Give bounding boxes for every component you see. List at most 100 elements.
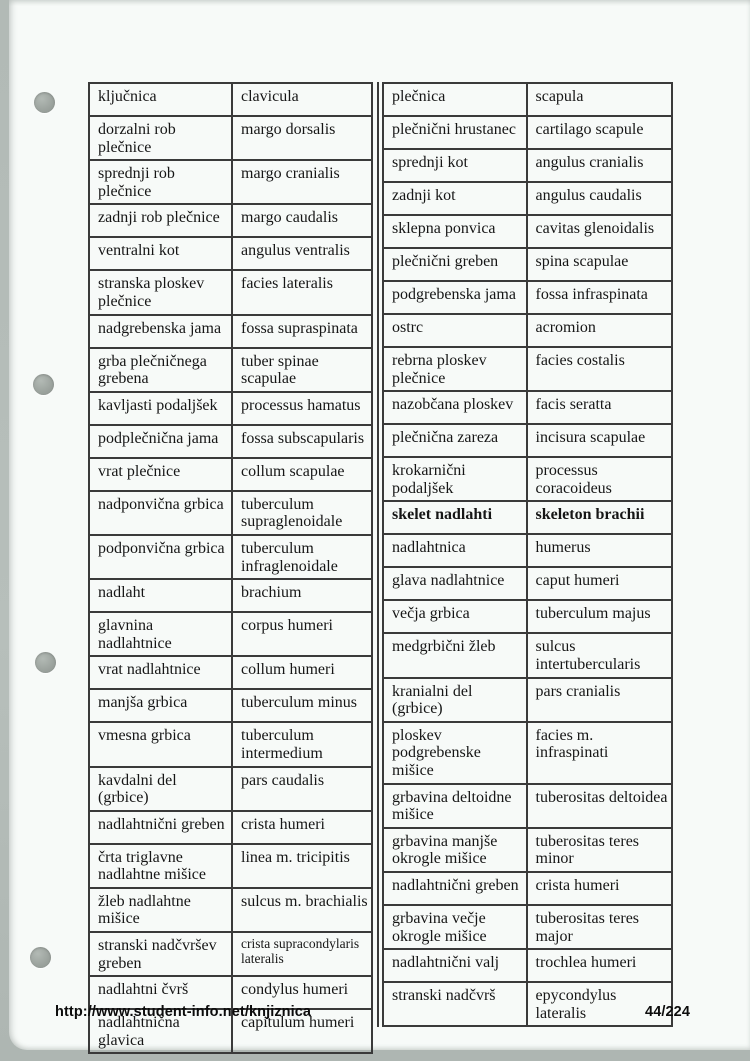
term-latin-cell: skeleton brachii: [525, 500, 673, 536]
term-slovenian-cell: vmesna grbica: [88, 721, 233, 768]
term-slovenian-cell: ključnica: [88, 82, 233, 117]
term-latin-cell: angulus cranialis: [525, 148, 673, 183]
table-row: rebrna ploskev plečnice facies costalis: [379, 345, 673, 393]
table-row: dorzalni rob plečnice margo dorsalis: [88, 114, 373, 162]
term-slovenian-cell: grbavina manjše okrogle mišice: [379, 826, 528, 873]
table-row: grbavina deltoidne mišice tuberositas del…: [379, 782, 673, 829]
term-slovenian-cell: vrat plečnice: [88, 456, 233, 492]
term-latin-cell: incisura scapulae: [525, 423, 673, 459]
term-slovenian-cell: glava nadlahtnice: [379, 566, 528, 602]
term-latin-cell: pars caudalis: [231, 765, 373, 812]
table-row: podponvična grbica tuberculum infraglenoi…: [88, 533, 373, 581]
table-row: ploskev podgrebenske mišice facies m. inf…: [379, 720, 673, 785]
table-row: grba plečničnega grebena tuber spinae sca…: [88, 346, 373, 393]
term-slovenian-cell: medgrbični žleb: [379, 632, 528, 679]
term-slovenian-cell: plečnica: [379, 82, 528, 117]
term-latin-cell: collum scapulae: [231, 456, 373, 492]
terminology-table-left: ključnica clavicula dorzalni rob plečnice m…: [88, 82, 373, 1055]
term-slovenian-cell: kavdalni del (grbice): [88, 765, 233, 812]
term-slovenian-cell: manjša grbica: [88, 688, 233, 724]
term-slovenian-cell: nadlaht: [88, 578, 233, 614]
table-row: nadlahtnični greben crista humeri: [88, 809, 373, 845]
term-latin-cell: facies m. infraspinati: [525, 720, 673, 785]
table-row: glava nadlahtnice caput humeri: [379, 566, 673, 602]
term-slovenian-cell: zadnji rob plečnice: [88, 203, 233, 239]
term-latin-cell: facies lateralis: [231, 269, 373, 316]
table-row: kavdalni del (grbice) pars caudalis: [88, 765, 373, 812]
term-latin-cell: angulus caudalis: [525, 181, 673, 216]
term-slovenian-cell: kranialni del (grbice): [379, 676, 528, 723]
table-row: nazobčana ploskev facis seratta: [379, 390, 673, 426]
term-latin-cell: tuberositas teres major: [525, 903, 673, 951]
term-latin-cell: tuberculum minus: [231, 688, 373, 724]
term-latin-cell: facies costalis: [525, 345, 673, 393]
term-latin-cell: tuberculum supraglenoidale: [231, 489, 373, 536]
term-latin-cell: angulus ventralis: [231, 236, 373, 272]
term-slovenian-cell: ploskev podgrebenske mišice: [379, 720, 528, 785]
term-latin-cell: brachium: [231, 578, 373, 614]
term-slovenian-cell: vrat nadlahtnice: [88, 655, 233, 691]
term-latin-cell: scapula: [525, 82, 673, 117]
term-slovenian-cell: rebrna ploskev plečnice: [379, 345, 528, 393]
term-latin-cell: tuberculum infraglenoidale: [231, 533, 373, 581]
term-slovenian-cell: nadlahtnični greben: [88, 809, 233, 845]
table-row: plečnična zareza incisura scapulae: [379, 423, 673, 459]
term-slovenian-cell: grba plečničnega grebena: [88, 346, 233, 393]
term-slovenian-cell: plečnična zareza: [379, 423, 528, 459]
table-row: vrat nadlahtnice collum humeri: [88, 655, 373, 691]
hole-punch: [34, 92, 55, 113]
table-row: kranialni del (grbice) pars cranialis: [379, 676, 673, 723]
term-latin-cell: tuberculum majus: [525, 599, 673, 635]
table-row: medgrbični žleb sulcus intertubercularis: [379, 632, 673, 679]
term-latin-cell: humerus: [525, 533, 673, 569]
table-row: podgrebenska jama fossa infraspinata: [379, 280, 673, 315]
table-row: nadponvična grbica tuberculum supraglenoi…: [88, 489, 373, 536]
table-row: nadlahtni čvrš condylus humeri: [88, 975, 373, 1011]
table-row: stranski nadčvrš epycondylus lateralis: [379, 981, 673, 1028]
term-slovenian-cell: krokarnični podaljšek: [379, 456, 528, 503]
term-latin-cell: acromion: [525, 313, 673, 348]
term-latin-cell: tuberositas teres minor: [525, 826, 673, 873]
table-row: večja grbica tuberculum majus: [379, 599, 673, 635]
table-row: stranska ploskev plečnice facies laterali…: [88, 269, 373, 316]
term-latin-cell: corpus humeri: [231, 611, 373, 658]
terminology-table-right: plečnica scapula plečnični hrustanec cartil…: [377, 82, 673, 1028]
term-slovenian-cell: skelet nadlahti: [379, 500, 528, 536]
table-row: nadgrebenska jama fossa supraspinata: [88, 313, 373, 349]
term-slovenian-cell: stranski nadčvrš: [379, 981, 528, 1028]
hole-punch: [33, 374, 54, 395]
term-latin-cell: collum humeri: [231, 655, 373, 691]
term-latin-cell: tuberositas deltoidea: [525, 782, 673, 829]
term-slovenian-cell: grbavina deltoidne mišice: [379, 782, 528, 829]
term-latin-cell: crista supracondylaris lateralis: [231, 931, 373, 978]
term-latin-cell: epycondylus lateralis: [525, 981, 673, 1028]
table-row: sklepna ponvica cavitas glenoidalis: [379, 214, 673, 249]
table-row: plečnični greben spina scapulae: [379, 247, 673, 282]
terminology-tables: ključnica clavicula dorzalni rob plečnice m…: [88, 82, 673, 1055]
table-row: skelet nadlahti skeleton brachii: [379, 500, 673, 536]
table-row: žleb nadlahtne mišice sulcus m. brachiali…: [88, 886, 373, 934]
term-latin-cell: fossa subscapularis: [231, 423, 373, 459]
term-slovenian-cell: nadlahtnična glavica: [88, 1008, 233, 1055]
term-latin-cell: spina scapulae: [525, 247, 673, 282]
table-row: sprednji kot angulus cranialis: [379, 148, 673, 183]
term-slovenian-cell: zadnji kot: [379, 181, 528, 216]
term-slovenian-cell: nazobčana ploskev: [379, 390, 528, 426]
term-latin-cell: margo cranialis: [231, 159, 373, 206]
table-row: plečnica scapula: [379, 82, 673, 117]
table-row: kavljasti podaljšek processus hamatus: [88, 390, 373, 426]
table-row: krokarnični podaljšek processus coracoide…: [379, 456, 673, 503]
term-slovenian-cell: sprednji rob plečnice: [88, 159, 233, 206]
term-slovenian-cell: nadgrebenska jama: [88, 313, 233, 349]
table-row: manjša grbica tuberculum minus: [88, 688, 373, 724]
term-slovenian-cell: sprednji kot: [379, 148, 528, 183]
term-latin-cell: crista humeri: [231, 809, 373, 845]
page-number: 44/224: [645, 1004, 690, 1020]
term-latin-cell: crista humeri: [525, 870, 673, 906]
term-slovenian-cell: podponvična grbica: [88, 533, 233, 581]
term-slovenian-cell: ostrc: [379, 313, 528, 348]
term-latin-cell: condylus humeri: [231, 975, 373, 1011]
term-latin-cell: tuber spinae scapulae: [231, 346, 373, 393]
table-row: ventralni kot angulus ventralis: [88, 236, 373, 272]
term-latin-cell: facis seratta: [525, 390, 673, 426]
